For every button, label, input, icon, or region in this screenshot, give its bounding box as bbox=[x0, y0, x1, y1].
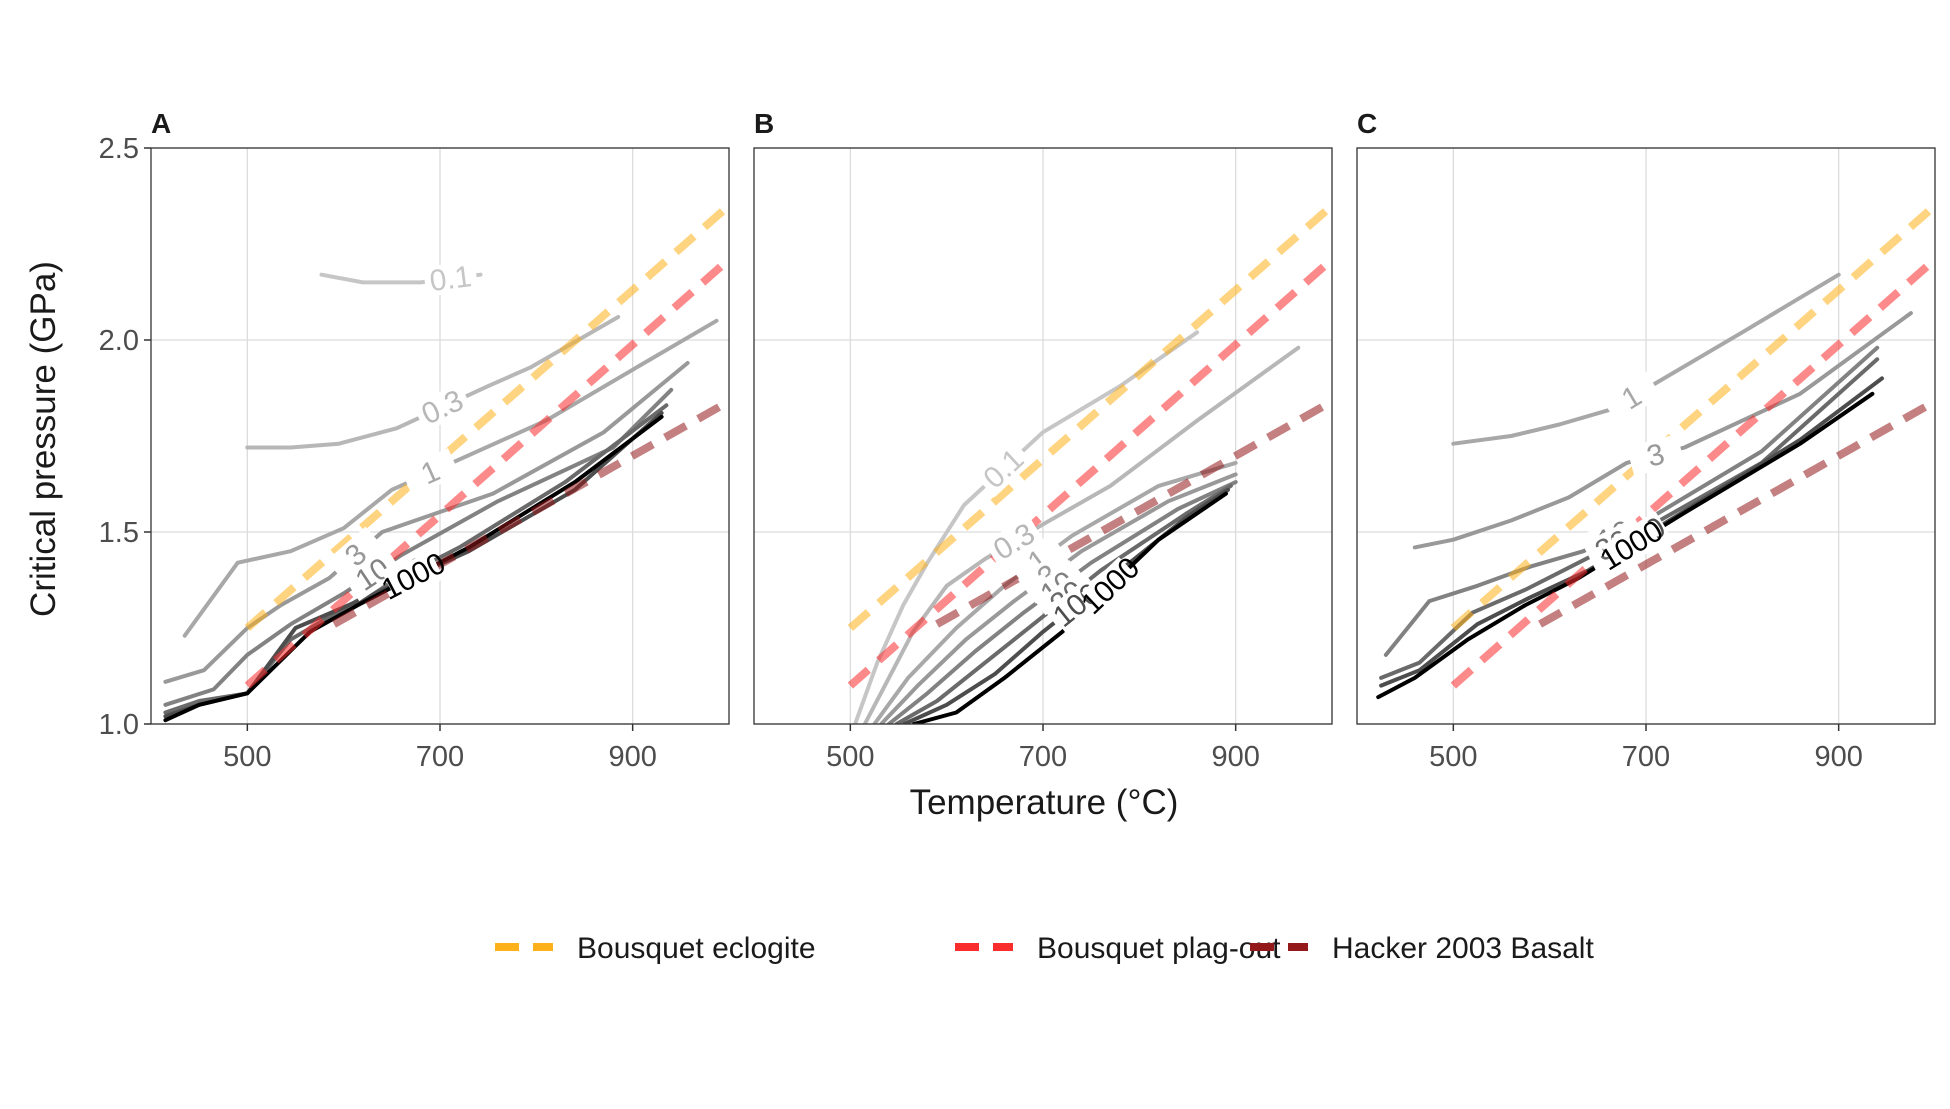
x-tick-label-900: 900 bbox=[1814, 741, 1862, 773]
plot-area: 0.10.31310301001000 bbox=[163, 202, 729, 723]
y-tick-label-2.5: 2.5 bbox=[99, 133, 139, 165]
contour-label-bg bbox=[383, 550, 444, 602]
contour-line-1000 bbox=[1376, 391, 1875, 700]
ref-line-bousquet-plag-out bbox=[1450, 256, 1935, 689]
contour-line-0.3 bbox=[862, 345, 1301, 724]
contour-line-1000 bbox=[163, 414, 664, 723]
legend-label-bousquet-plag-out: Bousquet plag-out bbox=[1037, 932, 1281, 965]
panel-tag-c: C bbox=[1357, 108, 1377, 139]
contour-line-1 bbox=[182, 318, 719, 638]
panels: 0.10.31310301001000 A 500 700 900 1.0 1.5 2.0 2.… bbox=[99, 108, 1936, 773]
legend-item-bousquet-plag-out: Bousquet plag-out bbox=[955, 932, 1281, 965]
contour-label-bg bbox=[412, 382, 473, 432]
y-tick-label-2.0: 2.0 bbox=[99, 325, 139, 357]
panel-a: 0.10.31310301001000 A 500 700 900 1.0 1.5 2.0 2.… bbox=[99, 108, 730, 773]
contour-label-bg bbox=[1601, 371, 1662, 424]
legend-item-hacker-2003-basalt: Hacker 2003 Basalt bbox=[1250, 932, 1594, 965]
contour-label-bg bbox=[1626, 434, 1685, 477]
x-tick-label-500: 500 bbox=[826, 741, 874, 773]
legend-label-hacker-2003-basalt: Hacker 2003 Basalt bbox=[1332, 932, 1594, 965]
contour-label-bg bbox=[400, 448, 461, 497]
contour-line-30 bbox=[163, 403, 669, 715]
contour-line-100 bbox=[902, 487, 1230, 724]
x-tick-label-500: 500 bbox=[1429, 741, 1477, 773]
contour-line-3 bbox=[879, 472, 1238, 724]
contour-label-bg bbox=[984, 515, 1045, 568]
contour-label-bg bbox=[1008, 533, 1069, 589]
contour-line-10 bbox=[1383, 345, 1880, 657]
y-axis-title: Critical pressure (GPa) bbox=[24, 261, 63, 617]
ref-line-bousquet-plag-out bbox=[847, 256, 1332, 689]
x-tick-label-500: 500 bbox=[223, 741, 271, 773]
x-tick-label-900: 900 bbox=[608, 741, 656, 773]
plot-area: 0.10.31310301001000 bbox=[847, 202, 1332, 724]
panel-c: 1310301001000 C 500 700 900 bbox=[1356, 108, 1936, 773]
y-tick-label-1.5: 1.5 bbox=[99, 517, 139, 549]
contour-label-bg bbox=[326, 526, 386, 584]
plot-area: 1310301001000 bbox=[1376, 202, 1935, 700]
contour-label-bg bbox=[974, 439, 1033, 498]
ref-line-bousquet-eclogite bbox=[244, 202, 729, 632]
panel-tag-a: A bbox=[151, 108, 171, 139]
contour-line-3 bbox=[163, 361, 690, 684]
contour-line-1000 bbox=[911, 491, 1228, 724]
legend-item-bousquet-eclogite: Bousquet eclogite bbox=[495, 932, 816, 965]
ref-line-hacker-2003-basalt bbox=[1538, 397, 1935, 628]
x-tick-label-700: 700 bbox=[1622, 741, 1670, 773]
ref-line-bousquet-eclogite bbox=[1450, 202, 1935, 632]
x-axis-title: Temperature (°C) bbox=[910, 783, 1179, 822]
contour-line-3 bbox=[1412, 311, 1913, 550]
contour-line-100 bbox=[1379, 376, 1884, 688]
y-tick-label-1.0: 1.0 bbox=[99, 709, 139, 741]
ref-line-bousquet-eclogite bbox=[847, 202, 1332, 632]
legend-label-bousquet-eclogite: Bousquet eclogite bbox=[577, 932, 816, 965]
contour-label-bg bbox=[1081, 556, 1140, 615]
contour-label-bg bbox=[1601, 519, 1662, 572]
x-tick-label-700: 700 bbox=[416, 741, 464, 773]
ref-line-bousquet-plag-out bbox=[244, 256, 729, 689]
contour-label-bg bbox=[422, 260, 479, 297]
contour-line-10 bbox=[163, 387, 674, 707]
contour-line-30 bbox=[894, 483, 1233, 724]
contour-label-bg bbox=[342, 547, 403, 602]
x-tick-label-900: 900 bbox=[1211, 741, 1259, 773]
panel-b: 0.10.31310301001000 B 500 700 900 bbox=[753, 108, 1333, 773]
panel-tag-b: B bbox=[754, 108, 774, 139]
contour-line-0.3 bbox=[245, 315, 621, 450]
x-tick-label-700: 700 bbox=[1019, 741, 1067, 773]
contour-label-0.1: 0.1 bbox=[428, 260, 474, 298]
legend: Bousquet eclogite Bousquet plag-out Hacker… bbox=[495, 932, 1594, 965]
contour-line-10 bbox=[886, 480, 1238, 724]
